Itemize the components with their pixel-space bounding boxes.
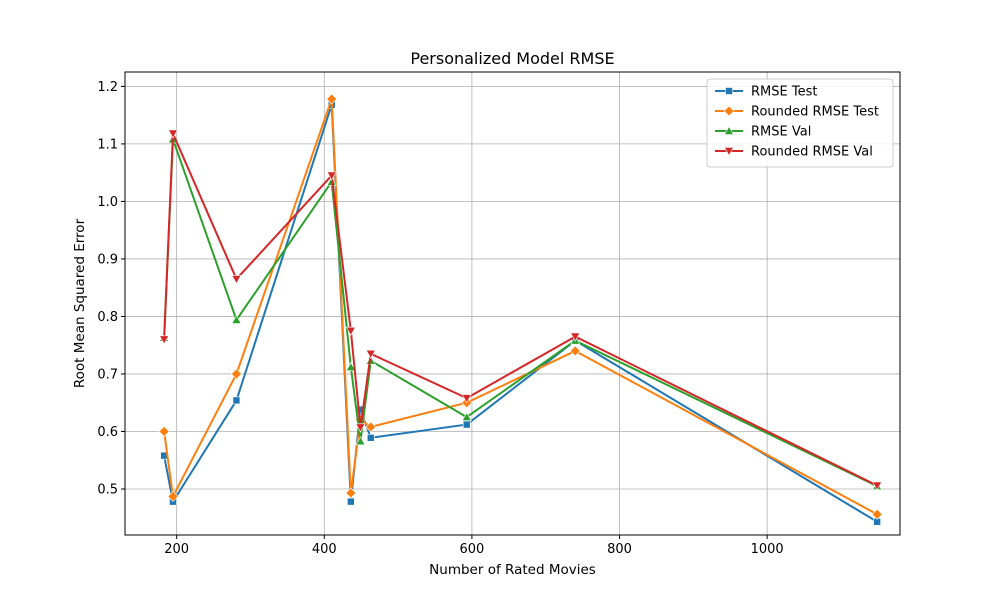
data-point [167, 129, 178, 139]
legend-marker [723, 147, 735, 157]
data-point [345, 487, 357, 499]
legend-marker [723, 105, 735, 117]
series-group [158, 93, 883, 526]
data-point [365, 421, 377, 433]
data-point [231, 275, 242, 285]
y-tick-label: 0.9 [97, 252, 118, 267]
legend-item: Rounded RMSE Val [715, 145, 873, 160]
data-point [872, 481, 883, 491]
chart-title: Personalized Model RMSE [410, 49, 614, 68]
legend-label: RMSE Test [751, 85, 817, 100]
axes: 200 400 600 800 1000 0.5 0.6 0.7 0.8 0.9 1.0 1.1 1.2 [97, 80, 783, 557]
series-line [163, 132, 878, 487]
legend-label: RMSE Val [751, 125, 811, 140]
plot-area-frame [124, 71, 901, 536]
legend-item: RMSE Val [715, 125, 811, 140]
y-tick-label: 1.0 [97, 195, 118, 210]
y-axis-label: Root Mean Squared Error [72, 218, 88, 388]
y-tick-label: 0.7 [97, 367, 118, 382]
data-point [167, 491, 179, 502]
data-point [355, 436, 366, 446]
y-tick-label: 1.1 [97, 137, 118, 152]
data-point [871, 508, 883, 520]
legend-box [706, 78, 894, 168]
data-point [570, 332, 581, 342]
data-point [461, 394, 472, 404]
x-tick-label: 800 [607, 542, 632, 557]
data-point [355, 423, 366, 433]
series-line [163, 98, 878, 516]
x-tick-label: 200 [164, 542, 189, 557]
data-point [231, 368, 242, 380]
data-point [345, 326, 356, 336]
y-tick-label: 0.6 [97, 425, 118, 440]
series-rounded-rmse-test [158, 93, 883, 520]
data-point [326, 93, 338, 105]
legend-marker [723, 125, 735, 135]
data-point [347, 497, 355, 506]
legend: RMSE Test Rounded RMSE Test RMSE Val Rounde… [706, 78, 894, 168]
legend-marker [725, 87, 733, 95]
legend-label: Rounded RMSE Test [751, 105, 879, 120]
x-axis-label: Number of Rated Movies [429, 562, 596, 578]
data-point [569, 345, 581, 357]
x-tick-label: 600 [459, 542, 484, 557]
legend-item: Rounded RMSE Test [715, 105, 879, 120]
data-point [231, 314, 242, 324]
legend-label: Rounded RMSE Val [751, 145, 873, 160]
data-point [232, 396, 241, 405]
data-point [345, 361, 356, 371]
data-point [462, 420, 471, 429]
data-point [365, 349, 376, 359]
x-tick-label: 400 [312, 542, 337, 557]
data-point [326, 171, 337, 181]
series-line [163, 138, 878, 488]
grid [125, 72, 900, 535]
y-tick-label: 0.8 [97, 310, 118, 325]
y-tick-label: 1.2 [97, 80, 118, 95]
data-point [158, 426, 170, 437]
y-tick-label: 0.5 [97, 482, 118, 497]
data-point [461, 411, 472, 421]
series-rounded-rmse-val [159, 129, 883, 491]
data-point [159, 335, 170, 345]
data-point [366, 433, 375, 442]
x-tick-label: 1000 [751, 542, 784, 557]
legend-item: RMSE Test [715, 85, 817, 100]
